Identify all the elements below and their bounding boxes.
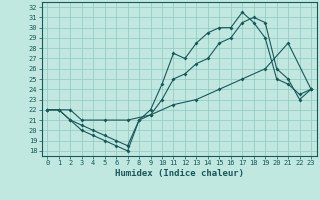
X-axis label: Humidex (Indice chaleur): Humidex (Indice chaleur): [115, 169, 244, 178]
